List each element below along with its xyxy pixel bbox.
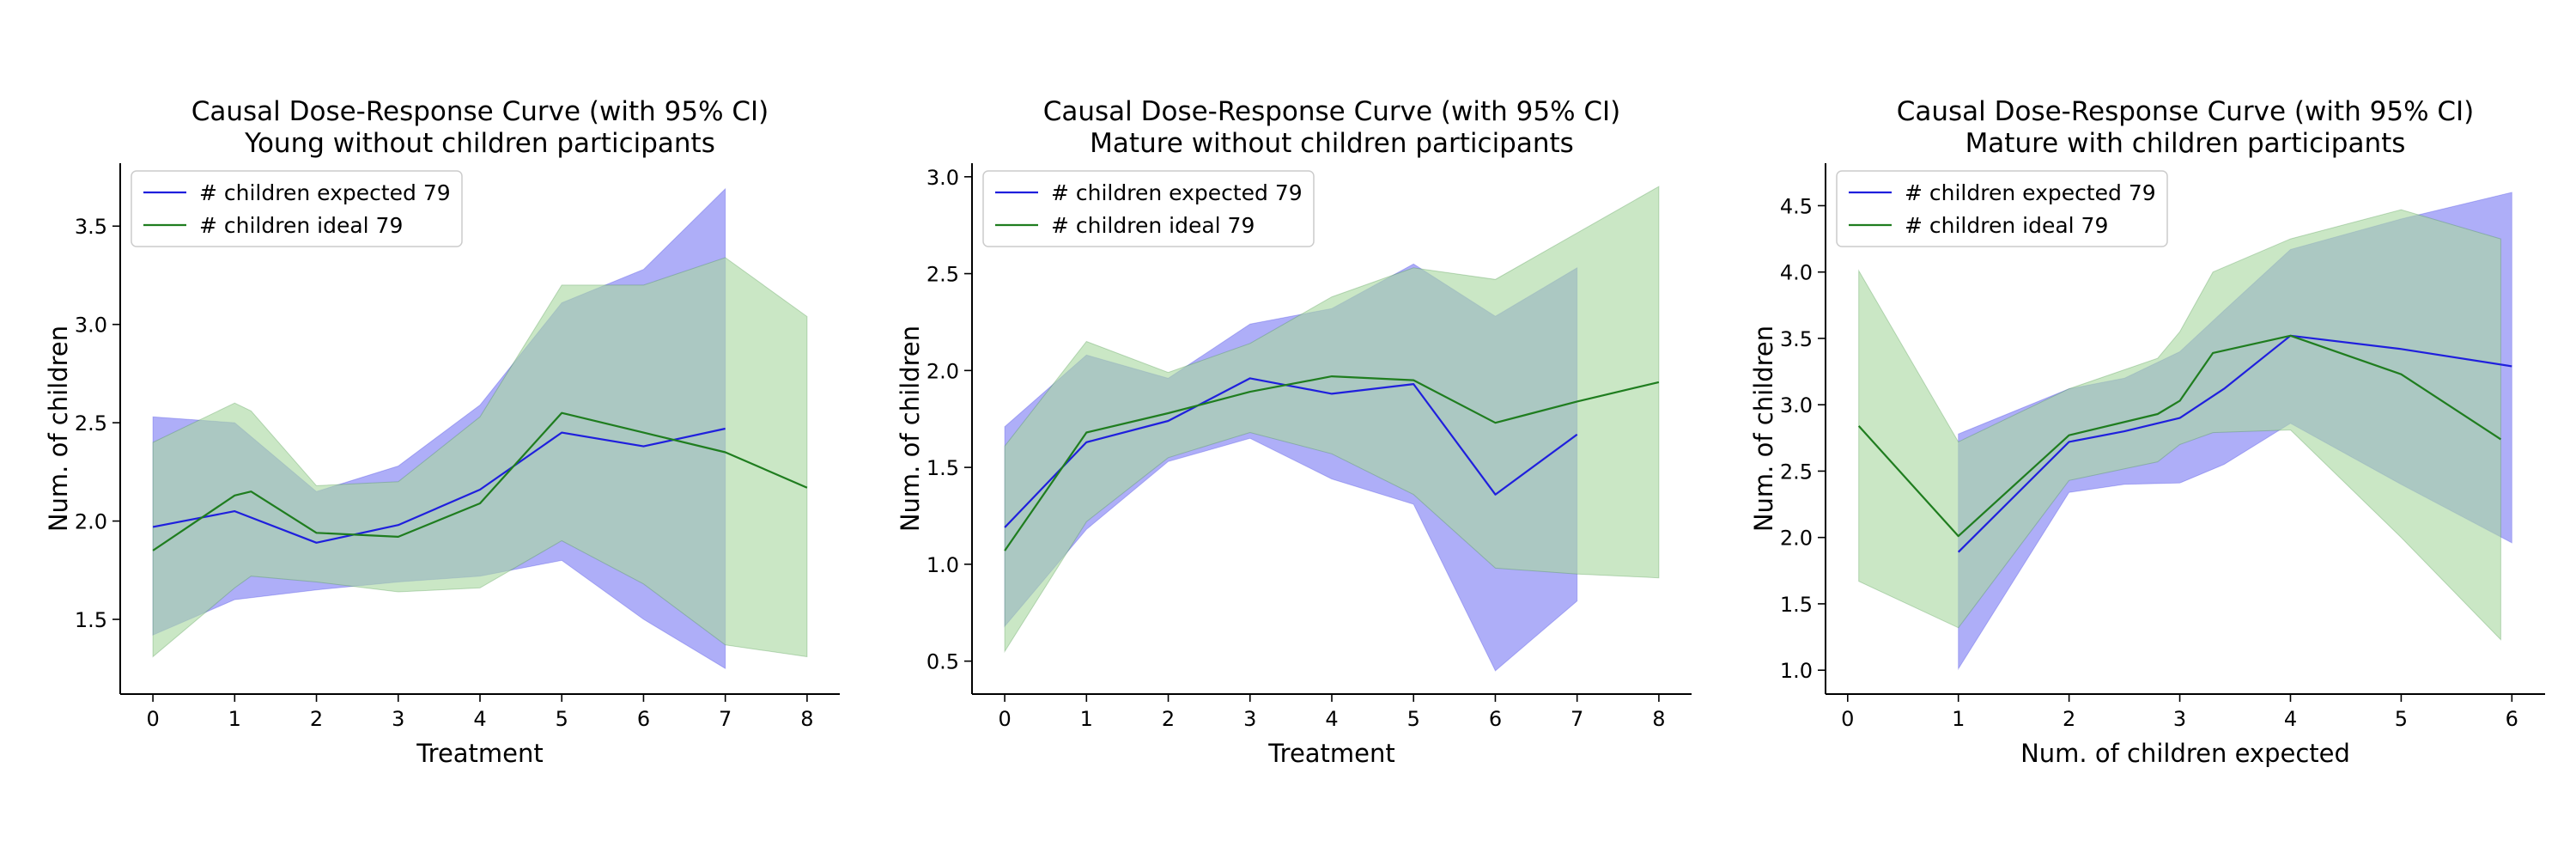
y-tick-label: 1.5 [1780, 593, 1813, 617]
y-axis-label: Num. of children [896, 326, 925, 532]
ci-band-ideal [1858, 209, 2501, 641]
y-axis-label: Num. of children [1749, 326, 1778, 532]
x-tick-label: 6 [637, 707, 650, 731]
series-line-expected [1957, 334, 2512, 553]
x-tick-label: 5 [1407, 707, 1420, 731]
y-tick-label: 3.0 [75, 314, 107, 338]
y-tick-label: 4.5 [1780, 194, 1813, 218]
x-tick-label: 2 [310, 707, 323, 731]
legend-label: # children expected 79 [1905, 180, 2156, 205]
legend: # children expected 79 # children ideal 7… [1836, 170, 2168, 247]
chart-subtitle: Young without children participants [244, 128, 715, 159]
y-tick-label: 4.0 [1780, 261, 1813, 285]
y-tick-label: 2.5 [75, 411, 107, 436]
series-line-expected [152, 427, 726, 544]
y-tick-label: 1.5 [927, 456, 959, 480]
y-tick-label: 2.5 [927, 263, 959, 287]
x-axis-label: Treatment [416, 739, 544, 768]
legend: # children expected 79 # children ideal 7… [982, 170, 1315, 247]
y-tick-label: 1.5 [75, 608, 107, 632]
x-tick-label: 8 [800, 707, 813, 731]
x-tick-label: 4 [2284, 707, 2297, 731]
legend-box [1836, 170, 2168, 247]
series-line-ideal [1857, 334, 2502, 538]
legend-label: # children expected 79 [1051, 180, 1303, 205]
series-line-ideal [152, 411, 808, 551]
x-tick-label: 5 [2395, 707, 2408, 731]
x-tick-label: 0 [146, 707, 159, 731]
x-tick-label: 3 [2173, 707, 2186, 731]
legend-box [982, 170, 1315, 247]
x-tick-label: 5 [556, 707, 568, 731]
x-tick-label: 1 [1952, 707, 1965, 731]
legend-box [131, 170, 463, 247]
x-tick-label: 3 [392, 707, 404, 731]
legend-label: # children ideal 79 [199, 213, 403, 238]
x-tick-label: 6 [2506, 707, 2518, 731]
x-tick-label: 7 [1571, 707, 1583, 731]
x-tick-label: 3 [1243, 707, 1256, 731]
chart-panel-3: 0 1 2 3 4 5 6 1.0 1.5 2.0 2.5 3.0 3.5 4.0 4.5 Causal Do… [1749, 96, 2545, 768]
x-tick-label: 4 [473, 707, 486, 731]
x-tick-label: 8 [1652, 707, 1665, 731]
x-tick-label: 2 [2063, 707, 2075, 731]
y-tick-label: 3.5 [1780, 327, 1813, 351]
chart-title: Causal Dose-Response Curve (with 95% CI) [1043, 96, 1621, 127]
chart-title: Causal Dose-Response Curve (with 95% CI) [1897, 96, 2475, 127]
chart-title: Causal Dose-Response Curve (with 95% CI) [191, 96, 769, 127]
legend: # children expected 79 # children ideal 7… [131, 170, 463, 247]
y-tick-label: 1.0 [927, 553, 959, 577]
y-tick-label: 2.0 [75, 510, 107, 534]
ci-band-ideal [1004, 186, 1660, 654]
x-axis-label: Num. of children expected [2020, 739, 2350, 768]
y-axis-label: Num. of children [44, 326, 73, 532]
chart-subtitle: Mature with children participants [1965, 128, 2406, 159]
y-tick-label: 2.0 [1780, 527, 1813, 551]
x-tick-label: 1 [228, 707, 241, 731]
legend-label: # children ideal 79 [1051, 213, 1255, 238]
series-line-expected [1004, 377, 1578, 528]
y-tick-label: 3.0 [927, 166, 959, 190]
x-tick-label: 2 [1162, 707, 1175, 731]
ci-band-ideal [152, 257, 808, 658]
y-tick-label: 0.5 [927, 650, 959, 674]
x-tick-label: 0 [1841, 707, 1854, 731]
legend-label: # children expected 79 [199, 180, 451, 205]
series-line-ideal [1004, 375, 1660, 551]
x-tick-label: 6 [1489, 707, 1502, 731]
x-axis-label: Treatment [1267, 739, 1395, 768]
y-tick-label: 2.0 [927, 359, 959, 383]
y-tick-label: 2.5 [1780, 460, 1813, 484]
y-tick-label: 3.0 [1780, 393, 1813, 417]
chart-panel-1: 0 1 2 3 4 5 6 7 8 1.5 2.0 2.5 3.0 3.5 Causal Dose-Resp… [44, 96, 840, 768]
x-tick-label: 0 [998, 707, 1011, 731]
y-tick-label: 3.5 [75, 215, 107, 239]
x-tick-label: 1 [1080, 707, 1093, 731]
x-tick-label: 4 [1325, 707, 1338, 731]
chart-panel-2: 0 1 2 3 4 5 6 7 8 0.5 1.0 1.5 2.0 2.5 3.0 Causal Dose-R… [896, 96, 1692, 768]
chart-subtitle: Mature without children participants [1090, 128, 1574, 159]
x-tick-label: 7 [719, 707, 732, 731]
legend-label: # children ideal 79 [1905, 213, 2108, 238]
y-tick-label: 1.0 [1780, 659, 1813, 683]
